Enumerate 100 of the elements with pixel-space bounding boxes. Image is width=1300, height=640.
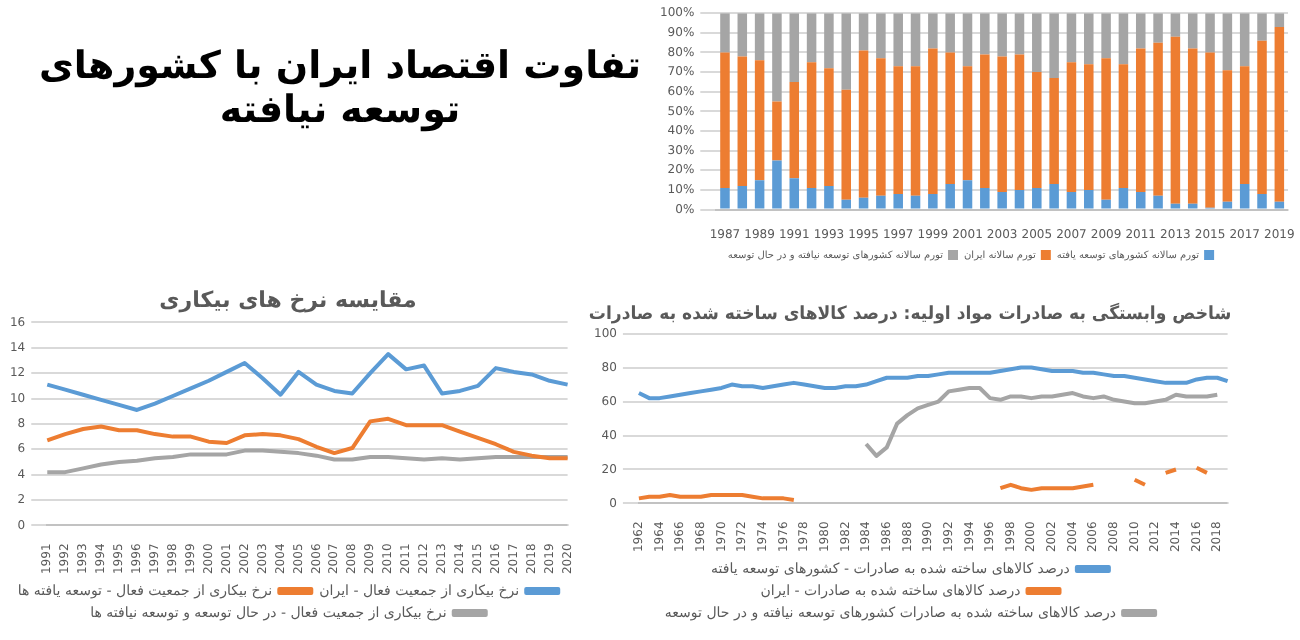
bar: [1084, 13, 1094, 65]
bar: [1239, 66, 1250, 185]
bar: [737, 56, 748, 187]
bar: [980, 54, 990, 188]
bar: [858, 50, 869, 198]
bar: [737, 13, 748, 57]
bar: [1257, 13, 1267, 41]
bar: [1222, 201, 1233, 209]
bar: [1187, 13, 1198, 49]
bar: [893, 13, 903, 67]
bar: [841, 199, 851, 209]
bar: [841, 13, 851, 90]
bar: [772, 101, 782, 161]
bar: [1101, 58, 1111, 200]
bar: [1084, 189, 1094, 209]
bar: [789, 178, 800, 209]
bar: [1084, 64, 1094, 190]
bar: [876, 13, 886, 59]
bar: [1239, 184, 1250, 209]
bar: [1222, 70, 1233, 202]
bar: [1032, 72, 1042, 188]
bar: [1205, 52, 1215, 208]
bar: [720, 188, 730, 209]
bar: [876, 58, 886, 196]
bar: [824, 13, 834, 69]
bar: [789, 81, 800, 179]
bar: [928, 13, 938, 49]
bar: [1118, 64, 1129, 188]
bar: [1101, 13, 1111, 59]
bar: [893, 193, 903, 209]
bar: [737, 186, 748, 209]
bar: [720, 13, 730, 53]
bar: [824, 68, 834, 187]
bar: [1274, 26, 1285, 202]
bar: [1257, 193, 1267, 209]
bar: [858, 197, 869, 209]
bar: [1135, 48, 1146, 192]
bar: [806, 13, 817, 63]
bar: [962, 13, 973, 67]
bar: [1222, 13, 1233, 71]
bar: [1066, 191, 1077, 209]
bar: [1101, 199, 1111, 209]
bar: [1032, 13, 1042, 73]
bar: [1153, 42, 1163, 196]
bar: [754, 180, 765, 209]
bar: [980, 13, 990, 55]
bar: [789, 13, 800, 82]
bar: [1014, 189, 1025, 209]
text: تفاوت اقتصاد ایران با کشورهای توسعه نیافته: [36, 44, 644, 132]
bar: [1153, 13, 1163, 43]
bar: [1049, 78, 1059, 185]
bar: [772, 160, 782, 209]
bar: [928, 193, 938, 209]
bar: [1170, 203, 1181, 209]
bar: [1014, 13, 1025, 55]
bar: [962, 66, 973, 181]
bar: [893, 66, 903, 194]
bar: [1049, 184, 1059, 209]
bar: [1239, 13, 1250, 67]
bar: [1153, 195, 1163, 209]
bar: [1032, 188, 1042, 209]
bar: [841, 89, 851, 200]
chart-title: مقایسه نرخ های بیکاری: [159, 286, 417, 313]
chart-title: شاخص وابستگی به صادرات مواد اولیه: درصد کالاهای ساخته شده به صادرات: [588, 303, 1232, 326]
bar: [997, 191, 1007, 209]
bar: [1187, 203, 1198, 209]
bar: [928, 48, 938, 194]
bar: [1205, 13, 1215, 53]
bar: [945, 13, 955, 53]
bar: [1187, 48, 1198, 204]
bar: [1066, 62, 1077, 192]
bar: [754, 60, 765, 181]
bar: [910, 195, 921, 209]
bar: [910, 66, 921, 196]
bar: [945, 184, 955, 209]
bar: [806, 188, 817, 209]
bar: [1257, 40, 1267, 194]
bar: [997, 13, 1007, 57]
bar: [1066, 13, 1077, 63]
bar: [824, 186, 834, 209]
bar: [997, 56, 1007, 192]
bar: [1118, 188, 1129, 209]
bar: [1135, 13, 1146, 49]
bar: [1049, 13, 1059, 79]
bar: [1014, 54, 1025, 190]
bar: [858, 13, 869, 51]
bar: [1170, 36, 1181, 204]
bar: [980, 188, 990, 209]
bar: [772, 13, 782, 102]
bar: [1118, 13, 1129, 65]
bar: [945, 52, 955, 185]
bar: [910, 13, 921, 67]
bar: [754, 13, 765, 61]
bar: [876, 195, 886, 209]
bar: [1135, 191, 1146, 209]
bar: [1274, 201, 1285, 209]
bar: [1170, 13, 1181, 37]
bar: [720, 52, 730, 188]
bar: [962, 180, 973, 209]
bar: [806, 62, 817, 188]
